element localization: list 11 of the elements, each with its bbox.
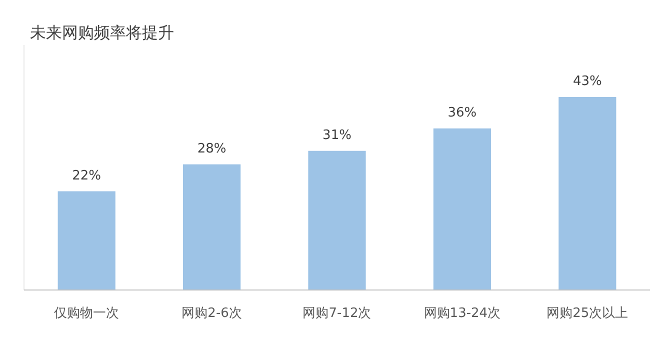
title: 未来网购频率将提升 [30,23,174,42]
data-label: 43% [572,74,602,89]
x-tick-label: 网购2-6次 [182,306,242,321]
x-tick-label: 网购25次以上 [546,306,628,321]
x-tick-label: 网购7-12次 [302,306,372,321]
data-label: 31% [322,128,352,143]
data-label: 36% [448,105,477,120]
x-tick-label: 网购13-24次 [424,306,501,321]
data-label: 22% [72,168,102,184]
data-label: 28% [197,141,226,156]
x-tick-label: 仅购物一次 [54,306,120,321]
